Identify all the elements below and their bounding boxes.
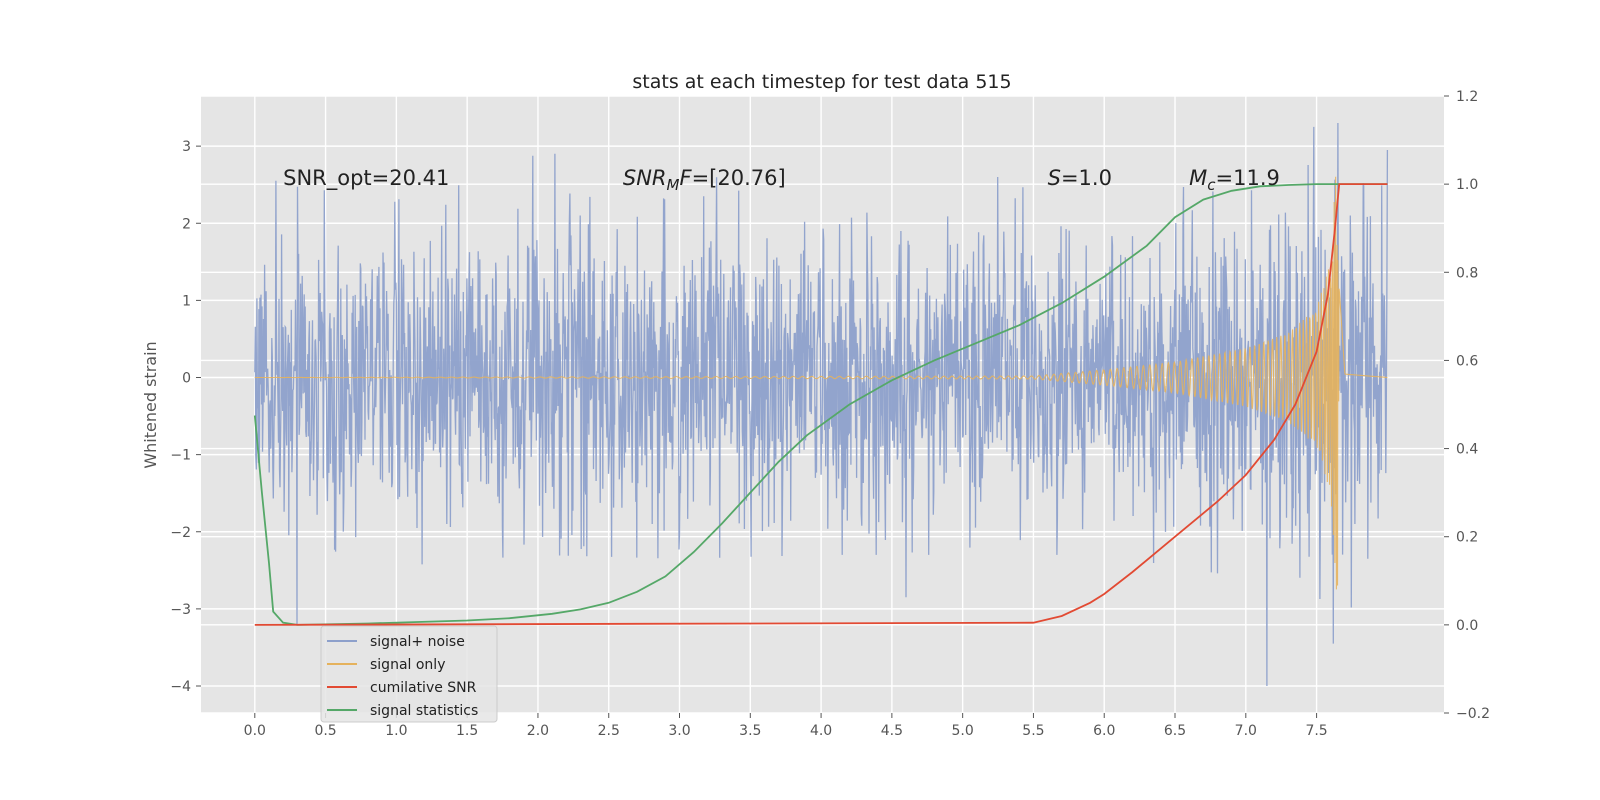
- x-tick-label: 0.0: [244, 723, 266, 739]
- x-tick-label: 1.5: [456, 723, 478, 739]
- x-tick-label: 5.5: [1022, 723, 1044, 739]
- y-axis-right: −0.2 0.0 0.2 0.4 0.6 0.8 1.0 1.2: [1444, 89, 1490, 722]
- chart-title: stats at each timestep for test data 515: [632, 71, 1011, 93]
- x-tick-label: 4.5: [881, 723, 903, 739]
- y-tick-label: 1: [182, 293, 191, 309]
- y2-tick-label: −0.2: [1456, 706, 1490, 722]
- legend-label: signal statistics: [370, 703, 478, 719]
- x-tick-label: 2.5: [598, 723, 620, 739]
- y-tick-label: −1: [170, 448, 191, 464]
- legend-box: [320, 625, 498, 723]
- x-tick-label: 6.5: [1164, 723, 1186, 739]
- y2-tick-label: 1.0: [1456, 177, 1478, 193]
- x-tick-label: 7.0: [1235, 723, 1257, 739]
- x-axis: 0.0 0.5 1.0 1.5 2.0 2.5 3.0 3.5 4.0 4.5 5.0 5.5 6.0 6…: [244, 713, 1328, 739]
- x-tick-label: 3.0: [668, 723, 690, 739]
- y2-tick-label: 0.4: [1456, 442, 1478, 458]
- y-tick-label: 3: [182, 139, 191, 155]
- y2-tick-label: 0.8: [1456, 265, 1478, 281]
- y-tick-label: −4: [170, 679, 191, 695]
- series-layer: [253, 122, 1389, 687]
- x-tick-label: 5.0: [952, 723, 974, 739]
- annotation-chirp-mass: Mc=11.9: [1189, 166, 1280, 194]
- x-tick-label: 0.5: [314, 723, 336, 739]
- y-tick-label: −3: [170, 602, 191, 618]
- y-tick-label: −2: [170, 525, 191, 541]
- y2-tick-label: 0.0: [1456, 618, 1478, 634]
- y2-tick-label: 0.2: [1456, 530, 1478, 546]
- series-cumulative-snr: [254, 183, 1388, 626]
- y-tick-label: 0: [182, 371, 191, 387]
- x-tick-label: 7.5: [1305, 723, 1327, 739]
- y-axis-left: −4 −3 −2 −1 0 1 2 3: [170, 139, 201, 695]
- y-axis-label: Whitened strain: [141, 341, 160, 468]
- y2-tick-label: 1.2: [1456, 89, 1478, 105]
- annotation-snr-mf: SNRMF=[20.76]: [623, 166, 786, 194]
- legend-label: signal only: [370, 657, 445, 673]
- series-signal-only: [254, 176, 1388, 590]
- x-tick-label: 2.0: [527, 723, 549, 739]
- y2-tick-label: 0.6: [1456, 353, 1478, 369]
- y-tick-label: 2: [182, 216, 191, 232]
- annotation-snr-opt: SNR_opt=20.41: [283, 166, 449, 191]
- legend-label: cumilative SNR: [370, 680, 477, 696]
- x-tick-label: 4.0: [810, 723, 832, 739]
- annotation-spin: S=1.0: [1048, 166, 1112, 190]
- legend-label: signal+ noise: [370, 634, 465, 650]
- annotations: SNR_opt=20.41 SNRMF=[20.76] S=1.0 Mc=11.9: [283, 166, 1280, 194]
- x-tick-label: 1.0: [385, 723, 407, 739]
- x-tick-label: 3.5: [739, 723, 761, 739]
- x-tick-label: 6.0: [1093, 723, 1115, 739]
- legend: signal+ noise signal only cumilative SNR si…: [320, 625, 498, 723]
